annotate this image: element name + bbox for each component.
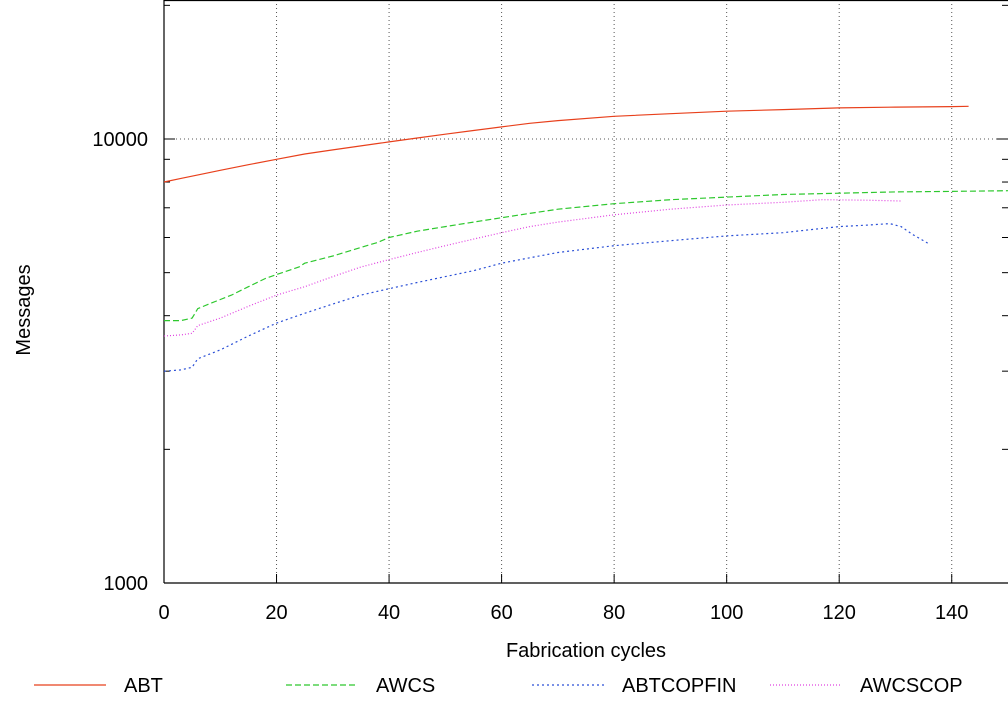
axes (163, 0, 1008, 584)
x-tick-label: 40 (378, 602, 400, 624)
series-lines (163, 105, 1008, 372)
x-tick-label: 140 (935, 602, 968, 624)
y-tick-label: 10000 (92, 129, 148, 151)
grid (164, 0, 1008, 583)
x-axis-title: Fabrication cycles (506, 640, 666, 662)
x-tick-label: 0 (158, 602, 169, 624)
series-abt-line (163, 105, 969, 183)
x-tick-label: 80 (603, 602, 625, 624)
legend-label-awcs: AWCS (376, 675, 435, 697)
x-tick-label: 20 (265, 602, 287, 624)
series-awcs-line (164, 190, 1008, 322)
y-tick-label: 1000 (104, 573, 149, 595)
x-tick-label: 60 (490, 602, 512, 624)
y-axis-title: Messages (13, 264, 35, 355)
x-tick-label: 100 (710, 602, 743, 624)
series-awcscop-line (163, 199, 902, 337)
legend-label-awcscop: AWCSCOP (860, 675, 963, 697)
legend: ABT AWCS ABTCOPFIN AWCSCOP (34, 675, 963, 697)
tick-labels: 0 20 40 60 80 100 120 140 1000 10000 (92, 129, 968, 624)
series-abtcopfin-line (163, 222, 930, 372)
legend-label-abtcopfin: ABTCOPFIN (622, 675, 736, 697)
legend-label-abt: ABT (124, 675, 163, 697)
x-tick-label: 120 (823, 602, 856, 624)
